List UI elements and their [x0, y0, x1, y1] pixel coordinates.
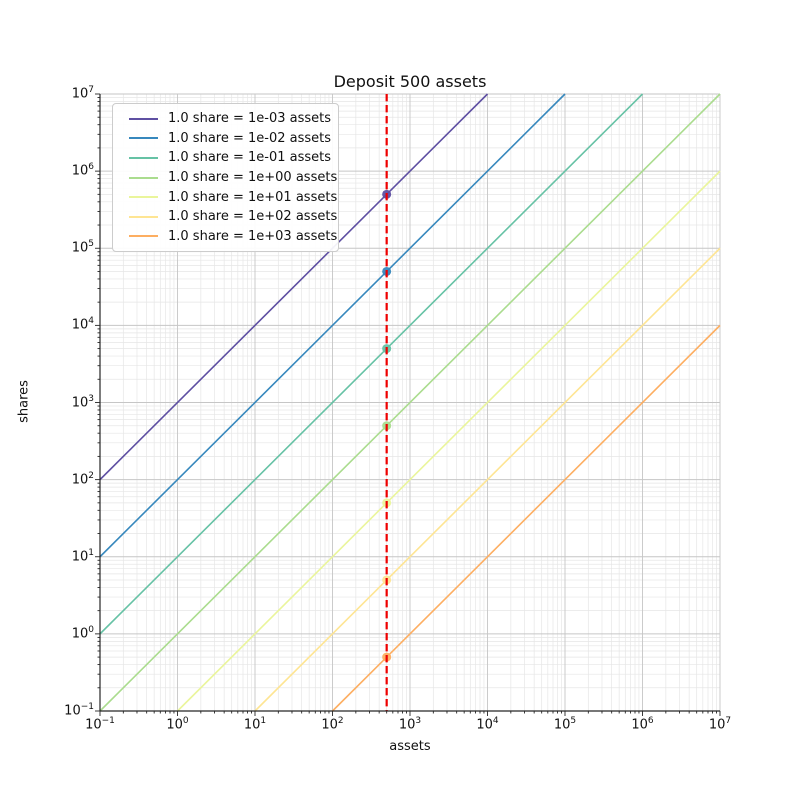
legend-label: 1.0 share = 1e+00 assets — [168, 170, 338, 186]
legend-item: 1.0 share = 1e+03 assets — [121, 226, 337, 246]
legend-item: 1.0 share = 1e-01 assets — [121, 148, 332, 168]
legend-item: 1.0 share = 1e-03 assets — [121, 109, 332, 129]
legend-label: 1.0 share = 1e+03 assets — [168, 228, 338, 244]
x-axis-label: assets — [389, 739, 431, 754]
series-lines — [99, 93, 721, 712]
x-tick-label: 101 — [243, 716, 267, 733]
x-tick-label: 103 — [398, 716, 422, 733]
x-tick-label: 105 — [553, 716, 577, 733]
legend-label: 1.0 share = 1e-01 assets — [168, 150, 332, 166]
x-tick-label: 102 — [321, 716, 344, 733]
y-tick-label: 105 — [71, 239, 94, 256]
series-line-2 — [99, 93, 644, 635]
x-tick-label: 107 — [708, 716, 732, 733]
y-tick-label: 104 — [71, 316, 94, 333]
legend-swatch — [129, 117, 158, 120]
y-tick-label: 103 — [71, 393, 94, 410]
series-line-4 — [176, 170, 721, 712]
y-axis-label: shares — [16, 380, 32, 423]
series-line-6 — [331, 324, 721, 712]
legend-item: 1.0 share = 1e+01 assets — [121, 187, 337, 207]
legend-swatch — [129, 196, 158, 199]
legend-item: 1.0 share = 1e+00 assets — [121, 168, 337, 188]
y-tick-label: 106 — [71, 162, 94, 179]
x-tick-label: 100 — [166, 716, 189, 733]
legend-swatch — [129, 176, 158, 179]
series-line-3 — [99, 93, 721, 712]
legend-label: 1.0 share = 1e-03 assets — [168, 111, 332, 127]
legend-item: 1.0 share = 1e-02 assets — [121, 129, 332, 149]
legend-swatch — [129, 235, 158, 238]
chart-title: Deposit 500 assets — [333, 72, 487, 91]
legend: 1.0 share = 1e-03 assets 1.0 share = 1e-0… — [112, 103, 339, 252]
legend-label: 1.0 share = 1e-02 assets — [168, 130, 332, 146]
y-tick-label: 107 — [71, 85, 94, 102]
legend-label: 1.0 share = 1e+02 assets — [168, 209, 338, 225]
y-tick-label: 100 — [71, 624, 94, 642]
y-tick-label: 10−1 — [64, 702, 94, 719]
legend-item: 1.0 share = 1e+02 assets — [121, 207, 337, 227]
series-line-5 — [254, 247, 721, 712]
legend-swatch — [129, 137, 158, 140]
series-line-1 — [99, 93, 566, 558]
y-tick-label: 101 — [71, 547, 94, 565]
legend-swatch — [129, 156, 158, 159]
legend-label: 1.0 share = 1e+01 assets — [168, 189, 338, 205]
legend-swatch — [129, 215, 158, 218]
x-tick-label: 10−1 — [85, 716, 115, 733]
series-line-0 — [99, 93, 489, 481]
y-tick-label: 102 — [71, 470, 94, 487]
x-tick-label: 106 — [631, 716, 654, 733]
tick-marks — [95, 93, 721, 716]
x-tick-label: 104 — [476, 716, 499, 733]
